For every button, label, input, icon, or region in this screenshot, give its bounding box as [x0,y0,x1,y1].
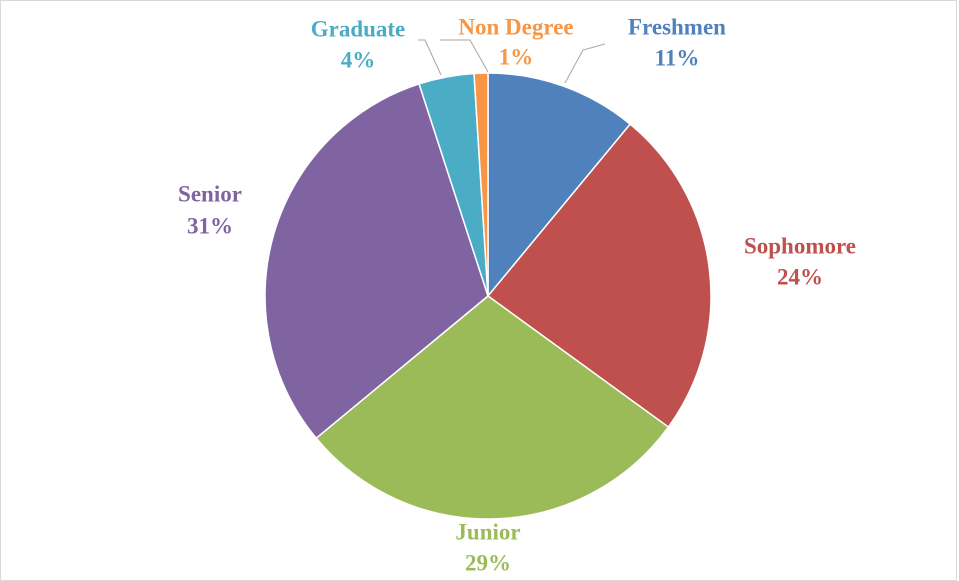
leader-line [440,39,489,73]
slice-value-label: 4% [341,47,376,72]
slice-label: Senior [178,181,242,206]
pie [264,72,712,520]
pie-slice [315,295,670,520]
leader-line [418,39,442,76]
slice-label: Freshmen [628,14,726,39]
slice-label: Sophomore [744,233,856,258]
leader-line [564,43,606,84]
slice-value-label: 24% [777,264,823,289]
pie-slice [264,82,489,440]
pie-slice [486,123,712,429]
slice-value-label: 1% [499,44,534,69]
labels: Freshmen 11% Sophomore 24% Junior 29% Senior 31… [178,14,856,575]
slice-value-label: 11% [655,45,700,70]
slice-value-label: 29% [465,550,511,575]
slice-label: Junior [455,519,520,544]
pie-slice [487,72,632,299]
slice-label: Non Degree [458,14,573,39]
pie-slice [473,72,489,297]
slice-label: Graduate [311,16,406,41]
slice-value-label: 31% [187,213,233,238]
